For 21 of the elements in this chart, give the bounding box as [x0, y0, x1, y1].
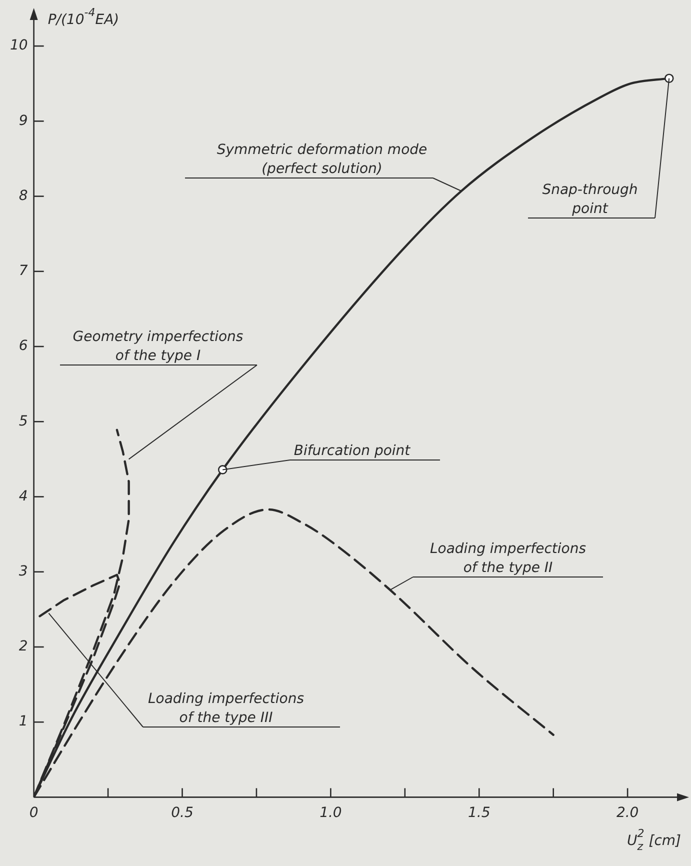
- y-tick-label: 6: [18, 338, 28, 354]
- x-tick-label: 2.0: [616, 805, 639, 822]
- x-tick-label: 1.0: [320, 805, 342, 822]
- y-tick-label: 9: [18, 112, 28, 129]
- y-tick-label: 8: [18, 188, 28, 204]
- annotation: Snap-through point: [542, 182, 638, 217]
- y-tick-label: 7: [18, 263, 28, 280]
- y-tick-label: 5: [18, 413, 28, 430]
- y-tick-label: 10: [10, 38, 28, 54]
- y-tick-label: 1: [18, 714, 28, 730]
- annotation: Symmetric deformation mode (perfect solution): [216, 142, 428, 177]
- x-tick-label: 0: [29, 805, 38, 822]
- y-tick-label: 4: [18, 488, 28, 504]
- annotation: Loading imperfections of the type II: [430, 541, 586, 576]
- x-tick-label: 0.5: [171, 805, 194, 822]
- annotation: Loading imperfections of the type III: [148, 691, 304, 726]
- x-tick-label: 1.5: [468, 805, 490, 822]
- y-tick-label: 2: [18, 638, 28, 655]
- annotation: Bifurcation point: [294, 443, 411, 459]
- y-tick-label: 3: [18, 563, 28, 580]
- annotation: Geometry imperfections of the type I: [72, 329, 244, 364]
